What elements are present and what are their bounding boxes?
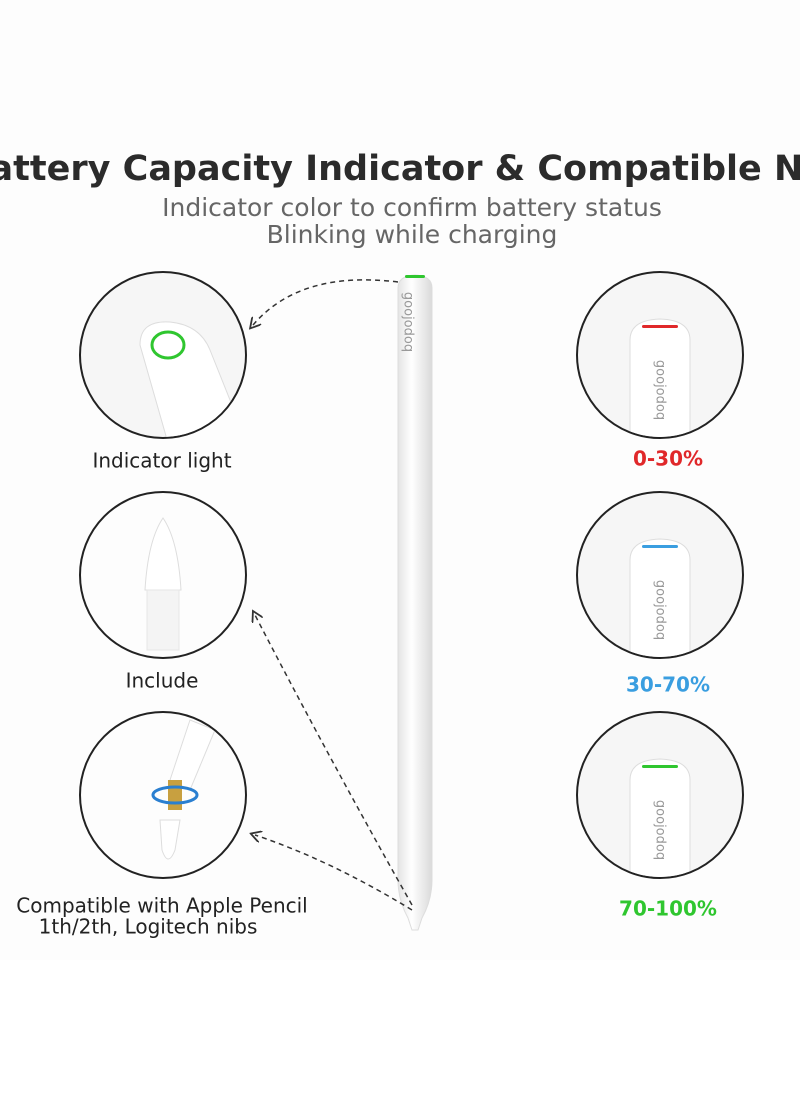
pen-top-detail: goojodoq: [629, 758, 691, 877]
feature-label: 1th/2th, Logitech nibs: [39, 915, 258, 939]
subtitle: Blinking while charging: [267, 220, 558, 249]
nib-detail: [144, 517, 182, 651]
indicator: [642, 545, 678, 548]
feature-label: Indicator light: [92, 449, 231, 473]
level-label: 30-70%: [626, 673, 710, 697]
indicator: [642, 325, 678, 328]
detail-circle: [79, 491, 247, 659]
pen: goojodoq: [397, 274, 433, 931]
pen-top-detail: goojodoq: [629, 538, 691, 657]
level-label: 70-100%: [619, 897, 717, 921]
detail-circle: [79, 711, 247, 879]
connector: [253, 279, 399, 325]
pen-body: [629, 538, 691, 657]
pen-brand: goojodoq: [401, 292, 416, 352]
feature-label: Compatible with Apple Pencil: [16, 894, 307, 918]
pen-brand: goojodoq: [653, 360, 668, 420]
pen-body: [629, 758, 691, 877]
nib-swap-detail: [151, 719, 216, 860]
level-label: 0-30%: [633, 447, 703, 471]
indicator: [642, 765, 678, 768]
pen-brand: goojodoq: [653, 580, 668, 640]
pen-body: [629, 318, 691, 437]
connector: [255, 615, 413, 906]
feature-label: Include: [126, 669, 199, 693]
title: Battery Capacity Indicator & Compatible …: [0, 149, 800, 189]
connector: [255, 835, 413, 911]
pen-top-detail: goojodoq: [629, 318, 691, 437]
pen-brand: goojodoq: [653, 800, 668, 860]
subtitle: Indicator color to confirm battery statu…: [162, 193, 662, 222]
